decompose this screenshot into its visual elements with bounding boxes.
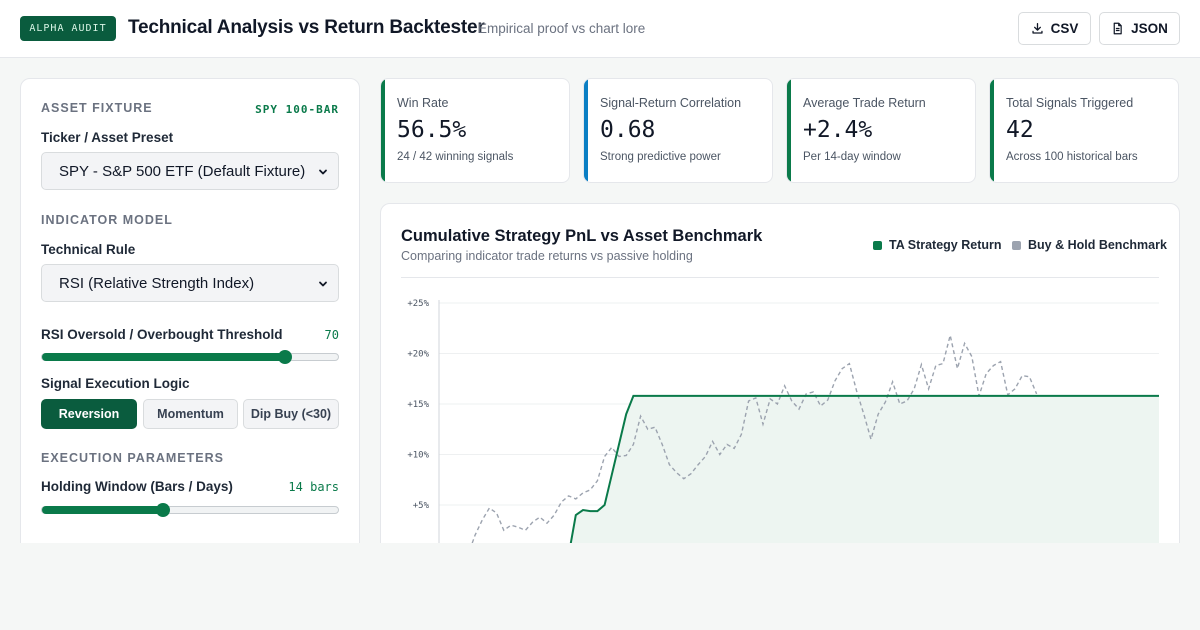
strategy-area <box>439 395 1159 556</box>
holding-value: 14 bars <box>288 480 339 494</box>
legend-label: TA Strategy Return <box>889 238 1002 252</box>
kpi-card-avg-return: Average Trade Return +2.4% Per 14-day wi… <box>786 78 976 183</box>
holding-slider-fill <box>42 506 164 514</box>
kpi-card-correlation: Signal-Return Correlation 0.68 Strong pr… <box>583 78 773 183</box>
rule-label: Technical Rule <box>41 242 136 257</box>
brand-badge: ALPHA AUDIT <box>20 16 116 41</box>
app-title: Technical Analysis vs Return Backtester <box>128 17 485 38</box>
logic-option-momentum[interactable]: Momentum <box>143 399 238 429</box>
export-csv-button[interactable]: CSV <box>1018 12 1091 45</box>
ticker-label: Ticker / Asset Preset <box>41 130 174 145</box>
export-csv-label: CSV <box>1050 21 1079 36</box>
legend-item-strategy: TA Strategy Return <box>873 238 1002 252</box>
chevron-down-icon <box>319 169 327 175</box>
export-json-button[interactable]: JSON <box>1099 12 1180 45</box>
asset-section-title: ASSET FIXTURE <box>41 101 153 115</box>
ticker-select[interactable]: SPY - S&P 500 ETF (Default Fixture) <box>41 152 339 190</box>
kpi-card-total-signals: Total Signals Triggered 42 Across 100 hi… <box>989 78 1179 183</box>
threshold-value: 70 <box>324 328 339 342</box>
kpi-label: Total Signals Triggered <box>1006 96 1134 110</box>
kpi-value: 42 <box>1006 117 1034 143</box>
rule-select-value: RSI (Relative Strength Index) <box>59 275 255 292</box>
kpi-value: 0.68 <box>600 117 656 143</box>
benchmark-line <box>439 335 1038 557</box>
app-subtitle: Empirical proof vs chart lore <box>478 21 646 36</box>
page-footer-area <box>0 543 1200 630</box>
kpi-sub: Across 100 historical bars <box>1006 151 1138 163</box>
exec-section-title: EXECUTION PARAMETERS <box>41 451 224 465</box>
kpi-label: Signal-Return Correlation <box>600 96 742 110</box>
kpi-accent-bar <box>584 79 588 182</box>
logic-label: Signal Execution Logic <box>41 376 190 391</box>
ticker-select-value: SPY - S&P 500 ETF (Default Fixture) <box>59 163 306 180</box>
y-tick-label: +10% <box>407 451 429 461</box>
holding-label: Holding Window (Bars / Days) <box>41 479 233 494</box>
chevron-down-icon <box>319 281 327 287</box>
y-tick-label: +15% <box>407 400 429 410</box>
legend-swatch <box>1012 240 1021 250</box>
logic-option-dip-buy[interactable]: Dip Buy (<30) <box>243 399 339 429</box>
threshold-slider[interactable] <box>41 350 339 364</box>
y-tick-label: +20% <box>407 350 429 360</box>
kpi-sub: 24 / 42 winning signals <box>397 151 514 163</box>
threshold-slider-thumb[interactable] <box>277 350 292 364</box>
kpi-value: 56.5% <box>397 117 467 143</box>
threshold-label: RSI Oversold / Overbought Threshold <box>41 327 283 342</box>
kpi-accent-bar <box>990 79 994 182</box>
chart-subtitle: Comparing indicator trade returns vs pas… <box>401 249 693 263</box>
asset-tag: SPY 100-BAR <box>255 103 339 116</box>
legend-label: Buy & Hold Benchmark <box>1028 238 1167 252</box>
export-json-label: JSON <box>1131 21 1168 36</box>
y-tick-label: +25% <box>407 299 429 309</box>
file-icon <box>1113 22 1122 35</box>
kpi-accent-bar <box>787 79 791 182</box>
chart-title: Cumulative Strategy PnL vs Asset Benchma… <box>401 227 763 245</box>
logic-option-reversion[interactable]: Reversion <box>41 399 137 429</box>
legend-item-benchmark: Buy & Hold Benchmark <box>1012 238 1167 252</box>
kpi-sub: Strong predictive power <box>600 151 721 163</box>
app-header: ALPHA AUDIT Technical Analysis vs Return… <box>0 0 1200 58</box>
rule-select[interactable]: RSI (Relative Strength Index) <box>41 264 339 302</box>
legend-swatch <box>873 240 882 250</box>
pnl-chart-card: Cumulative Strategy PnL vs Asset Benchma… <box>380 203 1180 563</box>
kpi-accent-bar <box>381 79 385 182</box>
kpi-sub: Per 14-day window <box>803 151 901 163</box>
kpi-value: +2.4% <box>803 117 873 143</box>
control-panel: ASSET FIXTURE SPY 100-BAR Ticker / Asset… <box>20 78 360 558</box>
threshold-slider-fill <box>42 353 285 361</box>
holding-slider-thumb[interactable] <box>156 503 171 517</box>
indicator-section-title: INDICATOR MODEL <box>41 213 173 227</box>
download-icon <box>1031 22 1043 34</box>
y-tick-label: +5% <box>413 501 430 511</box>
kpi-card-win-rate: Win Rate 56.5% 24 / 42 winning signals <box>380 78 570 183</box>
holding-slider[interactable] <box>41 503 339 517</box>
kpi-label: Average Trade Return <box>803 96 926 110</box>
chart-divider <box>401 277 1159 278</box>
pnl-chart: +25% +20% +15% +10% +5% <box>407 299 1159 562</box>
kpi-label: Win Rate <box>397 96 449 110</box>
